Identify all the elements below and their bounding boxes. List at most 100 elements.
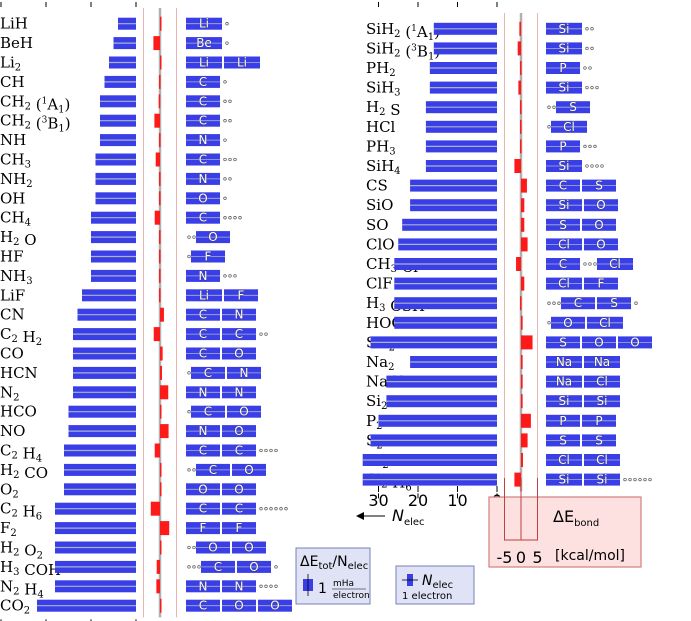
molecule-row: CH3 ClCCl [366,255,633,276]
atom-symbol: C [199,327,207,341]
hydrogen-dot [274,507,278,511]
atom-symbol: F [236,521,243,535]
bond-energy-bar [520,139,522,154]
hydrogen-dot [600,164,604,168]
bond-energy-bar [521,276,525,291]
bond-energy-bar [521,335,533,350]
molecule-label: ClF [366,275,393,293]
hydrogen-dot [264,332,268,336]
molecule-row: Si2 H6SiSi [362,471,652,494]
bond-energy-bar [521,355,523,369]
hydrogen-dot [593,262,597,266]
hydrogen-dot [547,301,551,305]
hydrogen-dot [264,507,268,511]
molecule-row: F2 F F [0,519,256,539]
bond-energy-bar [156,579,160,594]
atom-symbol: C [199,153,207,167]
molecule-label: CH [0,73,25,91]
atom-symbol: F [598,277,605,291]
molecule-row: CH2 (1A1) C [0,92,232,115]
atom-symbol: S [595,179,603,193]
nelec-arrow-head [356,512,364,520]
hydrogen-dot [223,216,227,220]
bond-energy-bar [160,55,162,70]
molecule-row: NaCl Na Cl [366,373,620,391]
hydrogen-dot [588,262,592,266]
bond-energy-bar [521,237,528,252]
hydrogen-dot [259,448,263,453]
atom-symbol: Cl [558,453,570,467]
bond-energy-bar [521,453,523,467]
bond-energy-bar [159,268,161,283]
legend-nelec-caption: 1 electron [402,591,452,602]
molecule-label: BeH [0,34,33,52]
molecule-label: H2 CO [0,461,48,482]
bond-energy-bar [516,257,521,271]
hydrogen-dot [192,545,196,550]
molecule-label: CH4 [0,209,31,229]
hydrogen-dot [638,477,642,482]
bond-energy-bar [160,424,169,439]
molecule-label: HF [0,248,24,266]
bond-energy-bar [159,133,161,148]
bond-energy-bar [159,249,161,264]
hydrogen-dot [593,144,597,149]
hydrogen-dot [187,371,191,375]
atom-symbol: Na [556,375,572,389]
bond-energy-bar [160,462,162,477]
hydrogen-dot [238,216,242,220]
hydrogen-dot [585,164,589,168]
bond-energy-bar [154,210,160,225]
bond-energy-bar [159,230,161,245]
bond-energy-bar [153,36,160,51]
molecule-label: PH3 [366,137,396,157]
atom-symbol: Si [559,159,570,173]
atom-symbol: Si [597,394,608,408]
hydrogen-dot [585,27,589,31]
bond-energy-bar [521,374,523,389]
hydrogen-dot [279,507,283,511]
molecule-row: NH3 N [0,267,237,287]
atom-symbol: C [209,463,217,477]
bond-energy-bar [520,119,522,134]
atom-symbol: P [595,414,602,428]
bond-energy-bar [160,521,170,536]
atom-symbol: O [234,599,243,613]
nelec-tick-label: 20 [408,491,428,510]
hydrogen-dot [187,235,191,239]
hydrogen-dot [284,507,288,511]
hydrogen-dot [595,85,599,90]
atom-symbol: P [559,61,566,75]
hydrogen-dot [269,507,273,511]
molecule-row: SiH3 Si [366,79,599,99]
atom-symbol: P [559,414,566,428]
atom-symbol: N [235,579,244,593]
molecule-label: CO2 [0,597,30,617]
molecule-label: H2 S [366,98,401,119]
bond-energy-bar [521,394,523,409]
hydrogen-dot [225,22,229,26]
hydrogen-dot [228,177,232,181]
molecule-label: H2 O [0,228,37,249]
atom-symbol: O [234,424,243,438]
atom-symbol: Na [556,355,572,369]
atom-symbol: C [199,94,207,108]
hydrogen-dot [187,565,191,569]
atom-symbol: Cl [596,375,608,389]
molecule-row: NH N [0,131,227,149]
bond-energy-bar [520,296,522,311]
hydrogen-dot [264,448,268,453]
atom-symbol: S [569,100,577,114]
atom-symbol: O [244,463,253,477]
hydrogen-dot [228,99,232,103]
bond-energy-bar [150,501,160,516]
atom-symbol: C [199,211,207,225]
bond-energy-bar [160,482,162,497]
hydrogen-dot [223,177,227,181]
atom-symbol: N [235,308,244,322]
atom-symbol: C [204,366,212,380]
hydrogen-dot [223,274,227,278]
bond-energy-bar [521,198,525,213]
molecule-label: ClO [366,235,395,253]
molecule-row: CH3 C [0,151,237,171]
